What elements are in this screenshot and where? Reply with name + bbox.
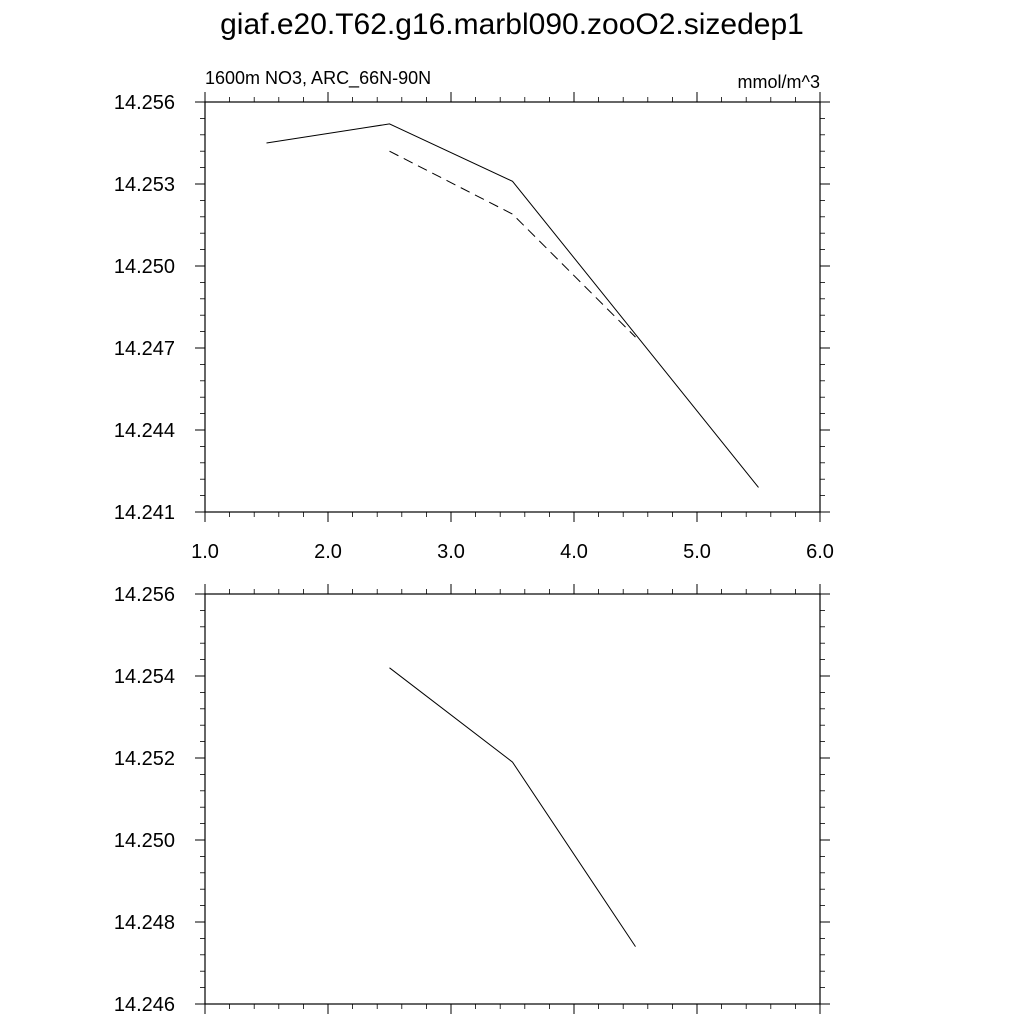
dashed-series-line	[389, 150, 636, 338]
panel-left-label: 1600m NO3, ARC_66N-90N	[205, 68, 431, 89]
x-tick-label: 1.0	[191, 541, 219, 563]
x-tick-label: 3.0	[437, 541, 465, 563]
y-tick-label: 14.246	[114, 994, 175, 1016]
y-tick-label: 14.252	[114, 748, 175, 770]
plot-frame	[204, 101, 821, 513]
x-tick-label: 6.0	[806, 541, 834, 563]
y-tick-label: 14.254	[114, 666, 175, 688]
y-tick-label: 14.248	[114, 912, 175, 934]
x-tick-label: 5.0	[683, 541, 711, 563]
figure-title: giaf.e20.T62.g16.marbl090.zooO2.sizedep1	[220, 8, 804, 41]
y-tick-label: 14.250	[114, 256, 175, 278]
y-tick-label: 14.250	[114, 830, 175, 852]
y-tick-label: 14.256	[114, 92, 175, 114]
x-tick-label: 2.0	[314, 541, 342, 563]
plot-frame	[204, 593, 821, 1005]
y-tick-label: 14.244	[114, 420, 175, 442]
panel-units-label: mmol/m^3	[738, 72, 820, 92]
x-tick-label: 4.0	[560, 541, 588, 563]
top-panel: 14.241 14.244 14.247 14.250 14.253 14.256 1.0 2…	[114, 68, 834, 563]
y-tick-label: 14.241	[114, 502, 175, 524]
y-tick-label: 14.256	[114, 584, 175, 606]
bottom-panel: 14.246 14.248 14.250 14.252 14.254 14.256	[114, 584, 830, 1016]
solid-series-line	[266, 123, 759, 488]
y-tick-label: 14.253	[114, 174, 175, 196]
solid-series-line	[389, 667, 636, 947]
y-tick-label: 14.247	[114, 338, 175, 360]
